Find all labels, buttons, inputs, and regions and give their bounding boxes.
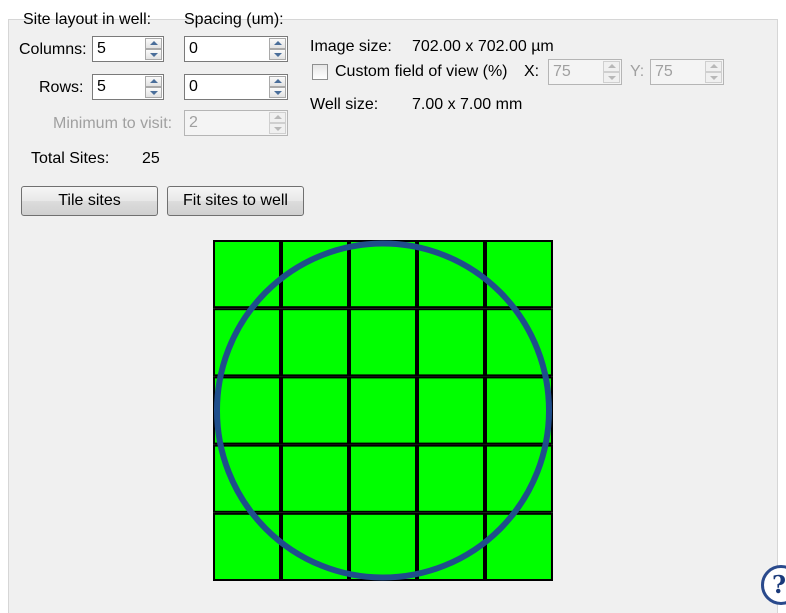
- site-tile: [417, 240, 485, 309]
- total-sites-label: Total Sites:: [31, 150, 110, 167]
- fov-x-spinner: 75: [548, 59, 622, 85]
- fit-sites-to-well-button[interactable]: Fit sites to well: [167, 186, 304, 216]
- columns-label: Columns:: [19, 41, 87, 58]
- site-tile: [281, 240, 349, 309]
- site-tile: [281, 376, 349, 445]
- spacing-x-up-arrow-icon[interactable]: [269, 38, 286, 49]
- fov-y-down-arrow-icon: [705, 72, 722, 83]
- spacing-x-spin-buttons: [269, 38, 286, 60]
- minimum-to-visit-label: Minimum to visit:: [53, 115, 173, 132]
- fov-y-label: Y:: [630, 63, 645, 80]
- site-tile: [485, 376, 553, 445]
- fov-y-spin-buttons: [705, 61, 722, 83]
- fov-x-spin-buttons: [603, 61, 620, 83]
- site-tile: [485, 512, 553, 581]
- well-outline-circle: [214, 240, 552, 581]
- spacing-x-down-arrow-icon[interactable]: [269, 49, 286, 60]
- spacing-x-value[interactable]: 0: [189, 40, 198, 57]
- site-tile: [417, 308, 485, 377]
- fov-y-value: 75: [655, 63, 673, 80]
- spacing-y-value[interactable]: 0: [189, 78, 198, 95]
- site-layout-title: Site layout in well:: [23, 11, 152, 28]
- site-tile: [213, 376, 281, 445]
- spacing-y-up-arrow-icon[interactable]: [269, 76, 286, 87]
- columns-up-arrow-icon[interactable]: [145, 38, 162, 49]
- fov-x-label: X:: [524, 63, 540, 80]
- site-tile: [349, 240, 417, 309]
- spacing-x-spinner[interactable]: 0: [184, 36, 288, 62]
- well-size-value: 7.00 x 7.00 mm: [412, 96, 523, 113]
- site-tile: [349, 308, 417, 377]
- spacing-title: Spacing (um):: [184, 11, 284, 28]
- site-tile: [213, 512, 281, 581]
- minimum-to-visit-spinner: 2: [184, 110, 288, 136]
- fov-y-up-arrow-icon: [705, 61, 722, 72]
- image-size-value: 702.00 x 702.00 µm: [412, 38, 554, 55]
- columns-value[interactable]: 5: [97, 40, 106, 57]
- rows-value[interactable]: 5: [97, 78, 106, 95]
- help-icon[interactable]: ?: [761, 565, 786, 605]
- custom-fov-checkbox[interactable]: [312, 64, 328, 80]
- tile-sites-button[interactable]: Tile sites: [21, 186, 158, 216]
- minimum-spin-buttons: [269, 112, 286, 134]
- image-size-label: Image size:: [310, 38, 392, 55]
- columns-down-arrow-icon[interactable]: [145, 49, 162, 60]
- site-tile: [485, 444, 553, 513]
- spacing-y-spin-buttons: [269, 76, 286, 98]
- site-tiles: [213, 240, 553, 581]
- rows-up-arrow-icon[interactable]: [145, 76, 162, 87]
- custom-fov-label[interactable]: Custom field of view (%): [335, 63, 508, 80]
- site-tile: [485, 240, 553, 309]
- site-tile: [281, 308, 349, 377]
- fov-x-down-arrow-icon: [603, 72, 620, 83]
- rows-spinner[interactable]: 5: [92, 74, 164, 100]
- panel-right-margin: [778, 0, 786, 613]
- site-tile: [349, 376, 417, 445]
- well-site-grid-preview: [213, 240, 553, 581]
- minimum-down-arrow-icon: [269, 123, 286, 134]
- rows-label: Rows:: [39, 79, 84, 96]
- rows-down-arrow-icon[interactable]: [145, 87, 162, 98]
- site-tile: [349, 444, 417, 513]
- site-tile: [281, 444, 349, 513]
- total-sites-value: 25: [142, 150, 160, 167]
- well-size-label: Well size:: [310, 96, 379, 113]
- spacing-y-spinner[interactable]: 0: [184, 74, 288, 100]
- columns-spinner[interactable]: 5: [92, 36, 164, 62]
- site-tile: [213, 240, 281, 309]
- site-tile: [349, 512, 417, 581]
- minimum-to-visit-value: 2: [189, 114, 198, 131]
- columns-spin-buttons: [145, 38, 162, 60]
- site-tile: [417, 444, 485, 513]
- fov-y-spinner: 75: [650, 59, 724, 85]
- fov-x-value: 75: [553, 63, 571, 80]
- spacing-y-down-arrow-icon[interactable]: [269, 87, 286, 98]
- site-tile: [417, 376, 485, 445]
- fov-x-up-arrow-icon: [603, 61, 620, 72]
- rows-spin-buttons: [145, 76, 162, 98]
- minimum-up-arrow-icon: [269, 112, 286, 123]
